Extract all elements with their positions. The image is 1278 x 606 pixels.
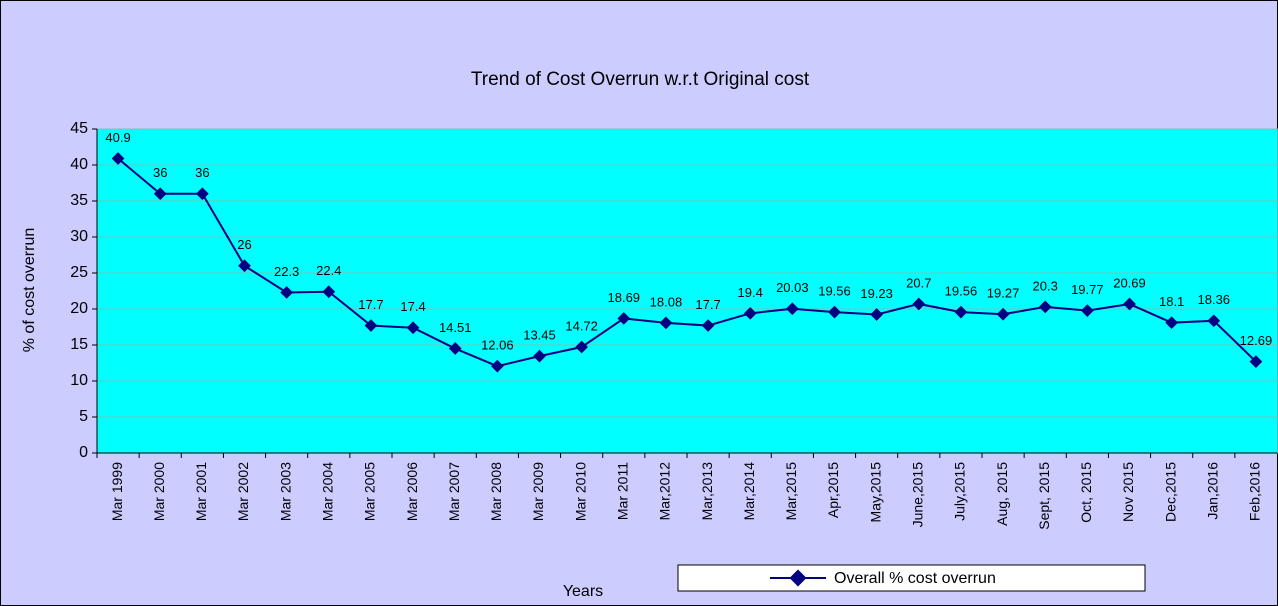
- x-tick-label: Mar 1999: [109, 462, 125, 521]
- data-label: 19.4: [738, 285, 763, 300]
- x-tick-label: Mar 2006: [404, 462, 420, 521]
- x-tick-label: Sept, 2015: [1036, 462, 1052, 530]
- data-point: [406, 321, 420, 335]
- data-label: 17.7: [695, 297, 720, 312]
- data-label: 36: [153, 165, 167, 180]
- y-tick-label: 45: [70, 120, 88, 137]
- y-tick-label: 10: [70, 372, 88, 389]
- y-tick-label: 25: [70, 264, 88, 281]
- data-label: 14.51: [439, 320, 472, 335]
- x-tick-label: Mar 2005: [362, 462, 378, 521]
- data-label: 20.69: [1113, 275, 1146, 290]
- data-label: 20.03: [776, 280, 809, 295]
- data-label: 18.08: [650, 294, 683, 309]
- data-label: 40.9: [105, 130, 130, 145]
- data-label: 19.23: [860, 286, 893, 301]
- data-label: 13.45: [523, 328, 556, 343]
- series-line: [117, 157, 1257, 368]
- data-label: 18.36: [1198, 292, 1231, 307]
- legend-label: Overall % cost overrun: [834, 570, 996, 587]
- legend: [677, 564, 1146, 592]
- data-label: 26: [237, 237, 251, 252]
- x-tick-label: Mar 2007: [446, 462, 462, 521]
- data-label: 17.4: [400, 299, 425, 314]
- data-label: 22.4: [316, 263, 341, 278]
- chart-title: Trend of Cost Overrun w.r.t Original cos…: [471, 69, 810, 90]
- data-label: 14.72: [565, 318, 598, 333]
- x-tick-label: June,2015: [909, 462, 925, 528]
- data-label: 22.3: [274, 264, 299, 279]
- x-tick-label: Aug, 2015: [994, 462, 1010, 526]
- x-tick-label: Mar,2015: [783, 462, 799, 521]
- y-axis-label: % of cost overrun: [21, 228, 38, 353]
- x-axis-label: Years: [563, 583, 603, 600]
- x-tick-label: Mar 2009: [530, 462, 546, 521]
- y-tick-label: 35: [70, 192, 88, 209]
- plot-area: [96, 128, 1278, 454]
- x-tick-label: Mar,2013: [699, 462, 715, 521]
- x-tick-label: Jan,2016: [1204, 462, 1220, 520]
- data-point: [364, 319, 378, 332]
- x-tick-label: Mar 2011: [614, 462, 630, 520]
- y-tick-label: 30: [70, 228, 88, 245]
- data-point: [195, 187, 209, 201]
- data-label: 18.1: [1159, 294, 1184, 309]
- data-label: 19.56: [818, 284, 851, 299]
- x-tick-label: Mar 2010: [572, 462, 588, 521]
- data-point: [111, 152, 125, 165]
- y-tick-label: 0: [79, 444, 88, 461]
- data-point: [238, 259, 251, 273]
- y-tick-label: 20: [70, 300, 88, 317]
- data-label: 12.69: [1240, 333, 1273, 348]
- data-label: 17.7: [358, 297, 383, 312]
- data-label: 12.06: [481, 338, 514, 353]
- x-tick-label: Mar,2014: [741, 462, 757, 521]
- x-tick-label: Apr,2015: [825, 462, 841, 518]
- x-tick-label: Feb,2016: [1247, 462, 1263, 521]
- x-tick-label: Mar 2000: [151, 462, 167, 521]
- y-tick-label: 40: [70, 156, 88, 173]
- data-point: [490, 359, 504, 373]
- data-label: 19.27: [987, 286, 1020, 301]
- y-tick-label: 15: [70, 336, 88, 353]
- data-label: 20.3: [1033, 278, 1058, 293]
- data-label: 18.69: [608, 290, 641, 305]
- y-tick-label: 5: [79, 408, 88, 425]
- data-label: 36: [195, 165, 209, 180]
- x-tick-label: Nov 2015: [1120, 462, 1136, 522]
- data-label: 19.56: [945, 284, 978, 299]
- x-tick-label: Oct, 2015: [1078, 462, 1094, 523]
- x-tick-label: Mar 2002: [235, 462, 251, 521]
- data-point: [280, 286, 294, 299]
- x-tick-label: Mar 2001: [193, 462, 209, 521]
- x-tick-label: Mar 2003: [277, 462, 293, 521]
- x-tick-label: May,2015: [867, 462, 883, 523]
- x-tick-label: Mar,2012: [657, 462, 673, 521]
- data-point: [448, 342, 462, 355]
- x-tick-label: Mar 2008: [488, 462, 504, 521]
- data-label: 20.7: [906, 275, 931, 290]
- x-tick-label: Dec,2015: [1162, 462, 1178, 522]
- legend-marker: [789, 569, 807, 587]
- data-point: [153, 187, 167, 201]
- data-point: [322, 285, 336, 299]
- data-label: 19.77: [1071, 282, 1104, 297]
- x-tick-label: Mar 2004: [319, 462, 335, 521]
- x-tick-label: July,2015: [952, 462, 968, 521]
